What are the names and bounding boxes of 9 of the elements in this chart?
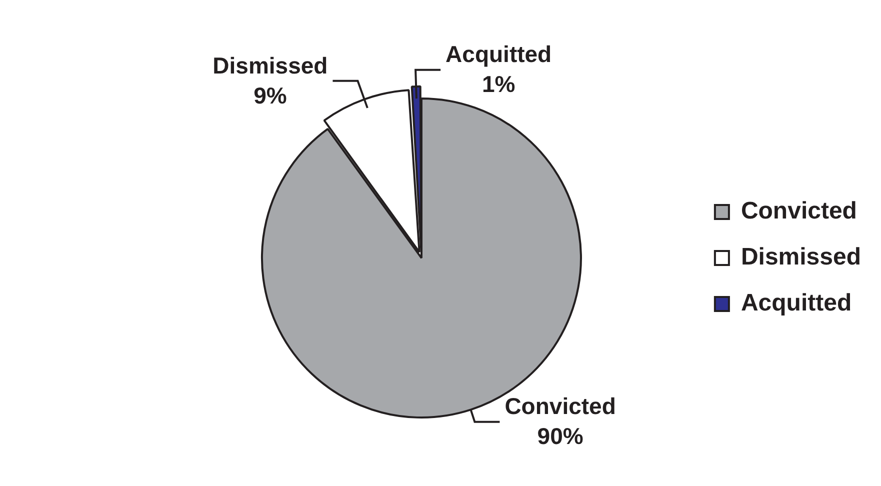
legend-label: Acquitted xyxy=(740,290,852,317)
legend-label: Dismissed xyxy=(740,244,862,271)
data-label: 1% xyxy=(482,71,516,98)
data-label: 9% xyxy=(254,82,287,108)
data-label: 90% xyxy=(537,423,584,450)
slice-label: Acquitted xyxy=(446,41,552,68)
legend-label: Convicted xyxy=(740,198,857,225)
slice-label: Dismissed xyxy=(212,52,328,78)
slice-label: Convicted xyxy=(504,393,616,420)
